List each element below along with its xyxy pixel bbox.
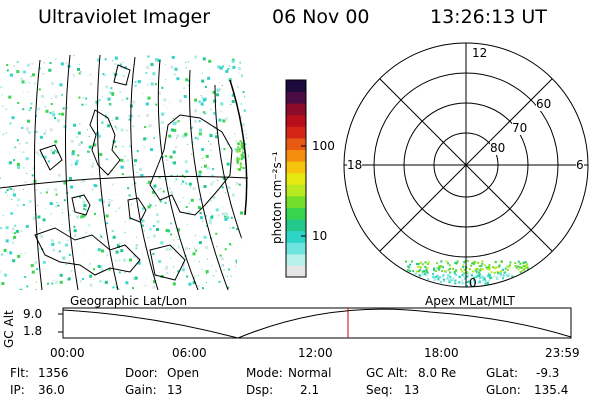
ip-label: IP: (10, 383, 25, 397)
colorbar-segment (286, 230, 306, 243)
colorbar-segment (286, 242, 306, 255)
colorbar-tick-10: 10 (312, 229, 328, 243)
colorbar-segment (286, 103, 306, 116)
gain-label: Gain: (125, 383, 157, 397)
timeline-x-tick-3: 18:00 (424, 346, 459, 360)
door-label: Door: (125, 366, 158, 380)
colorbar-segment (286, 91, 306, 104)
seq-value: 13 (404, 383, 420, 397)
mlt-label-6: 6 (576, 158, 584, 172)
mlt-label-18: 18 (347, 158, 363, 172)
time-label: 13:26:13 UT (430, 6, 547, 28)
seq-label: Seq: (366, 383, 393, 397)
colorbar-segment (286, 172, 306, 185)
colorbar-segment (286, 149, 306, 162)
door-value: Open (167, 366, 200, 380)
timeline-x-tick-0: 00:00 (50, 346, 85, 360)
flt-label: Flt: (10, 366, 29, 380)
ip-value: 36.0 (38, 383, 65, 397)
colorbar-segment (286, 253, 306, 266)
mode-value: Normal (288, 366, 332, 380)
instrument-title: Ultraviolet Imager (38, 6, 211, 28)
glat-label: GLat: (486, 366, 519, 380)
glon-label: GLon: (486, 383, 521, 397)
colorbar-segment (286, 207, 306, 220)
colorbar-segment (286, 219, 306, 232)
glat-value: -9.3 (536, 366, 560, 380)
dsp-label: Dsp: (246, 383, 274, 397)
timeline-y-label: GC Alt (2, 310, 16, 348)
colorbar-segment (286, 184, 306, 197)
mlt-label-0: 0 (469, 276, 477, 290)
dsp-value: 2.1 (300, 383, 320, 397)
glon-value: 135.4 (534, 383, 569, 397)
colorbar-tick-100: 100 (312, 139, 335, 153)
lat-label-70: 70 (512, 121, 528, 135)
timeline-x-tick-4: 23:59 (545, 346, 580, 360)
lat-label-60: 60 (536, 97, 552, 111)
colorbar-segment (286, 137, 306, 151)
timeline-y-tick-high: 9.0 (23, 307, 43, 321)
flt-value: 1356 (38, 366, 69, 380)
gcalt-label: GC Alt: (366, 366, 408, 380)
gcalt-value: 8.0 Re (418, 366, 457, 380)
timeline-right-label: Apex MLat/MLT (425, 294, 515, 308)
gain-value: 13 (167, 383, 183, 397)
timeline-x-tick-1: 06:00 (172, 346, 207, 360)
timeline-x-tick-2: 12:00 (298, 346, 333, 360)
colorbar-segment (286, 80, 306, 93)
date-label: 06 Nov 00 (272, 6, 370, 28)
colorbar-segment (286, 126, 306, 139)
colorbar-segment (286, 265, 306, 278)
colorbar-label: photon cm⁻²s⁻¹ (270, 151, 284, 244)
timeline-y-tick-low: 1.8 (23, 324, 43, 338)
colorbar-segment (286, 161, 306, 174)
timeline-left-label: Geographic Lat/Lon (70, 294, 188, 308)
mode-label: Mode: (246, 366, 283, 380)
lat-label-80: 80 (490, 141, 506, 155)
colorbar-segment (286, 195, 306, 208)
colorbar-segment (286, 114, 306, 127)
mlt-label-12: 12 (472, 46, 488, 60)
